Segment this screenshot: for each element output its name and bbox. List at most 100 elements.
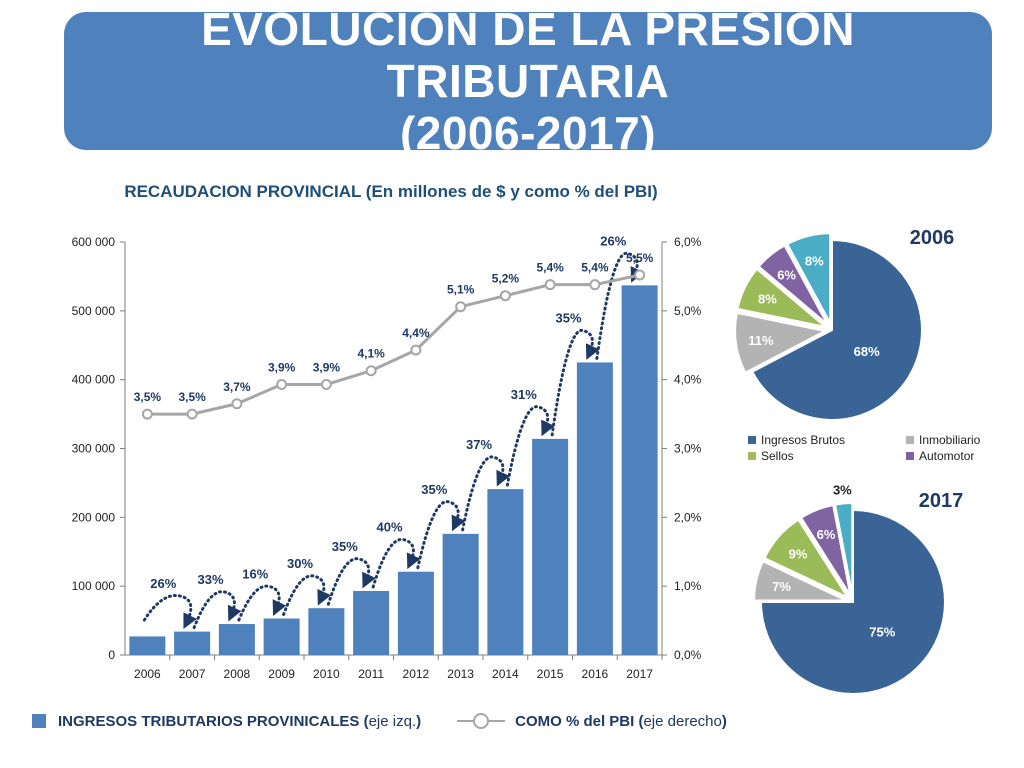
bar-2014 [487,489,524,655]
pbi-data-label: 3,5% [178,390,206,404]
growth-label: 26% [600,233,626,248]
x-tick-label: 2007 [179,667,206,681]
growth-label: 26% [150,576,176,591]
pie-legend-item-sellos: Sellos [748,448,906,464]
pie-slice-label: 11% [748,333,774,348]
growth-label: 30% [287,556,313,571]
x-tick-label: 2012 [403,667,430,681]
pbi-point-2007 [186,408,198,420]
bar-2015 [532,438,569,655]
x-tick-label: 2017 [626,667,653,681]
x-tick-label: 2011 [358,667,384,681]
pbi-data-label: 4,1% [357,347,385,361]
pie-slice-label: 9% [789,547,808,562]
pie-legend-label: Sellos [761,449,794,463]
pie-legend-label: Automotor [919,449,975,463]
pie-2006-slice-otros [785,232,832,324]
pie-legend: Ingresos Brutos Inmobiliario Sellos Auto… [748,432,998,464]
pie-2006-slice-ingresos-brutos [750,238,923,421]
y-left-tick-label: 300 000 [72,442,116,456]
bar-2011 [353,590,390,655]
x-tick-label: 2008 [224,667,251,681]
pbi-point-2013 [455,301,467,313]
pbi-data-label: 5,1% [447,283,475,297]
growth-label: 35% [555,310,581,325]
x-tick-label: 2006 [134,667,161,681]
bar-2008 [218,624,255,655]
x-tick-label: 2014 [492,667,519,681]
growth-arrow-2011 [326,557,376,606]
pbi-point-2006 [141,408,153,420]
pie-legend-item-inmobiliario: Inmobiliario [906,432,998,448]
pbi-data-label: 3,9% [268,360,296,374]
pbi-data-label: 3,7% [223,380,251,394]
pie-2017-slice-sellos [763,518,851,600]
pie-title-2006: 2006 [910,227,955,249]
pie-legend-item-ingresos-brutos: Ingresos Brutos [748,432,906,448]
y-right-tick-label: 6,0% [674,235,702,249]
pbi-data-label: 5,4% [581,261,609,275]
x-tick-label: 2016 [582,667,609,681]
pbi-data-label: 5,5% [626,251,654,265]
pie-slice-label: 7% [772,579,791,594]
y-left-tick-label: 100 000 [72,579,116,593]
growth-arrow-2015 [505,405,555,487]
chart-title: RECAUDACION PROVINCIAL (En millones de $… [124,182,658,201]
legend-swatch [906,452,914,460]
growth-arrow-2010 [282,574,331,617]
growth-arrow-2014 [461,455,510,532]
growth-arrow-2009 [237,584,287,622]
x-tick-label: 2015 [537,667,564,681]
y-left-tick-label: 500 000 [72,304,116,318]
pie-2017-slice-otros [833,502,854,596]
growth-label: 31% [511,387,537,402]
pbi-point-2016 [589,279,601,291]
pie-slice-label: 8% [805,253,824,268]
y-right-tick-label: 3,0% [674,442,702,456]
growth-arrow-2016 [550,328,600,437]
y-left-tick-label: 200 000 [72,510,116,524]
bar-2009 [263,618,300,655]
growth-label: 33% [197,572,223,587]
legend-swatch [748,436,756,444]
bar-2016 [576,362,613,655]
growth-arrow-2012 [371,538,421,589]
pie-slice-label: 6% [777,267,796,282]
y-right-tick-label: 2,0% [674,510,702,524]
pbi-point-2014 [499,290,511,302]
pbi-point-2008 [231,398,243,410]
growth-arrow-2008 [192,590,242,630]
title-banner: EVOLUCIÓN DE LA PRESIÓN TRIBUTARIA (2006… [64,3,992,159]
pie-2006-slice-sellos [736,267,827,328]
growth-label: 37% [466,437,492,452]
bar-2010 [308,608,345,655]
bar-legend-swatch [32,714,46,728]
pbi-point-2011 [365,365,377,377]
pie-legend-item-automotor: Automotor [906,448,998,464]
pbi-point-2009 [276,378,288,390]
growth-label: 35% [421,482,447,497]
pie-2017-slice-automotor [799,503,852,597]
bar-2007 [174,631,211,655]
pie-slice-label: 8% [758,292,777,307]
title-line-1: EVOLUCIÓN DE LA PRESIÓN TRIBUTARIA [201,3,855,107]
pie-2006-slice-inmobiliario [734,311,829,375]
y-right-tick-label: 1,0% [674,579,702,593]
legend-swatch [748,452,756,460]
line-legend-marker [457,712,506,730]
pie-legend-label: Ingresos Brutos [761,433,846,447]
growth-arrow-2017 [595,251,645,360]
pbi-data-label: 5,4% [536,261,564,275]
pbi-point-2012 [410,344,422,356]
bar-legend-label: INGRESOS TRIBUTARIOS PROVINICALES (eje i… [58,712,422,730]
y-right-tick-label: 0,0% [674,648,702,662]
pbi-data-label: 4,4% [402,326,430,340]
x-tick-label: 2013 [447,667,474,681]
pie-2006-slice-automotor [757,244,829,326]
x-tick-label: 2009 [268,667,295,681]
growth-label: 35% [332,539,358,554]
y-left-tick-label: 0 [108,648,115,662]
legend-swatch [906,436,914,444]
pbi-point-2017 [634,269,646,281]
